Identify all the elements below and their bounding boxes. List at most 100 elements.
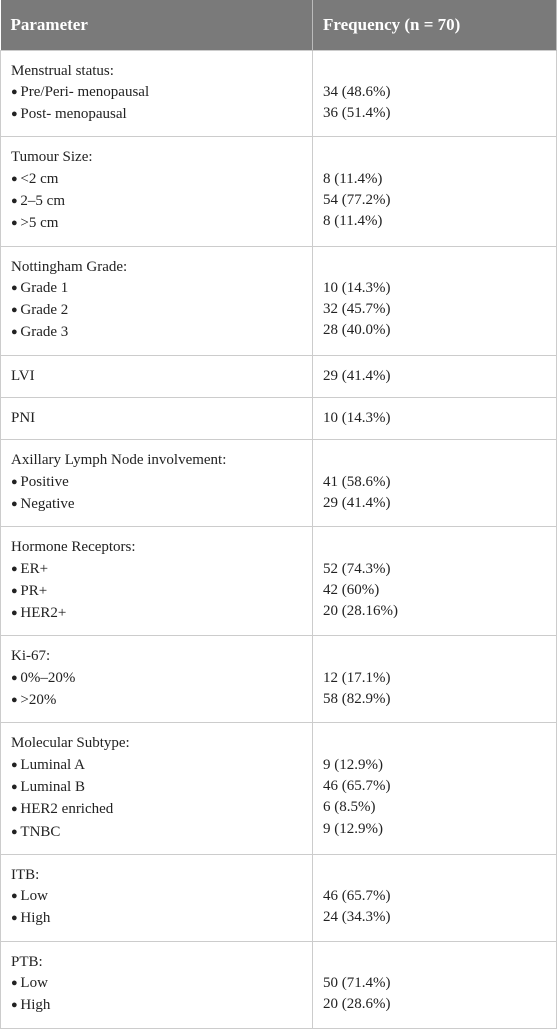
spacer xyxy=(323,646,546,667)
group-label: PNI xyxy=(11,410,36,427)
frequency-cell: 50 (71.4%) 20 (28.6%) xyxy=(312,940,557,1029)
item-value: 8 (11.4%) xyxy=(323,213,383,230)
item-label: HER2 enriched xyxy=(11,799,302,821)
frequency-cell: 10 (14.3%) 32 (45.7%) 28 (40.0%) xyxy=(312,245,557,356)
group-row: Menstrual status: Pre/Peri- menopausalPos… xyxy=(0,49,557,138)
group-value: 29 (41.4%) xyxy=(323,367,391,384)
spacer xyxy=(323,257,546,278)
item-value: 20 (28.16%) xyxy=(323,603,398,620)
group-label: PTB: xyxy=(11,953,43,970)
item-label: Post- menopausal xyxy=(11,104,302,126)
item-value: 52 (74.3%) xyxy=(323,560,391,577)
group-label: Molecular Subtype: xyxy=(11,735,130,752)
parameter-cell: ITB: LowHigh xyxy=(0,853,313,942)
group-label: Ki-67: xyxy=(11,648,51,665)
spacer xyxy=(323,537,546,558)
table-body: Menstrual status:Pre/Peri- menopausalPos… xyxy=(0,49,557,1029)
group-label: ITB: xyxy=(11,866,40,883)
item-label: Pre/Peri- menopausal xyxy=(11,82,302,104)
group-row: ITB: LowHigh 46 (65.7%) 24 (34.3%) xyxy=(0,853,557,942)
group-row: Ki-67: 0%–20%>20% 12 (17.1%) 58 (82.9%) xyxy=(0,635,557,724)
item-label: Luminal A xyxy=(11,755,302,777)
item-label: High xyxy=(11,995,302,1017)
group-label: Nottingham Grade: xyxy=(11,258,128,275)
item-label: Grade 1 xyxy=(11,278,302,300)
item-label: >20% xyxy=(11,690,302,712)
spacer xyxy=(323,61,546,82)
parameter-cell: Menstrual status: Pre/Peri- menopausalPos… xyxy=(0,49,313,138)
item-label: Grade 3 xyxy=(11,322,302,344)
item-value: 50 (71.4%) xyxy=(323,975,391,991)
group-row: Tumour Size: <2 cm2–5 cm>5 cm 8 (11.4%) 54… xyxy=(0,136,557,247)
frequency-cell: 46 (65.7%) 24 (34.3%) xyxy=(312,853,557,942)
item-label: 0%–20% xyxy=(11,668,302,690)
item-value: 58 (82.9%) xyxy=(323,691,391,708)
item-value: 28 (40.0%) xyxy=(323,322,391,339)
item-label: PR+ xyxy=(11,581,302,603)
item-value: 12 (17.1%) xyxy=(323,669,391,686)
group-row: PTB: LowHigh 50 (71.4%) 20 (28.6%) xyxy=(0,940,557,1029)
item-value: 6 (8.5%) xyxy=(323,799,376,816)
group-row: LVI 29 (41.4%) xyxy=(0,354,557,399)
frequency-cell: 34 (48.6%) 36 (51.4%) xyxy=(312,49,557,138)
header-cell: Frequency (n = 70) xyxy=(312,0,557,50)
item-value: 20 (28.6%) xyxy=(323,996,391,1013)
parameter-cell: Tumour Size: <2 cm2–5 cm>5 cm xyxy=(0,136,313,247)
item-value: 24 (34.3%) xyxy=(323,909,391,926)
item-label: Positive xyxy=(11,472,302,494)
group-row: Nottingham Grade: Grade 1Grade 2Grade 3 1… xyxy=(0,245,557,356)
item-value: 41 (58.6%) xyxy=(323,473,391,490)
page: Parameter Frequency (n = 70) Menstrual s… xyxy=(0,0,558,997)
item-label: HER2+ xyxy=(11,603,302,625)
item-value: 29 (41.4%) xyxy=(323,494,391,511)
item-value: 34 (48.6%) xyxy=(323,83,391,100)
spacer xyxy=(323,733,546,754)
spacer xyxy=(323,865,546,886)
group-row: Hormone Receptors: ER+PR+HER2+ 52 (74.3%)… xyxy=(0,526,557,637)
header-row: Parameter Frequency (n = 70) xyxy=(0,0,557,50)
item-value: 8 (11.4%) xyxy=(323,170,383,187)
frequency-cell: 9 (12.9%) 46 (65.7%) 6 (8.5%) 9 (12.9%) xyxy=(312,722,557,855)
group-row: Molecular Subtype: Luminal ALuminal BHER2… xyxy=(0,722,557,855)
item-value: 10 (14.3%) xyxy=(323,279,391,296)
item-label: Low xyxy=(11,886,302,908)
group-label: LVI xyxy=(11,367,35,384)
item-value: 42 (60%) xyxy=(323,581,380,598)
parameter-cell: Molecular Subtype: Luminal ALuminal BHER2… xyxy=(0,722,313,855)
group-label: Tumour Size: xyxy=(11,149,93,166)
frequency-cell: 10 (14.3%) xyxy=(312,397,557,441)
item-label: Luminal B xyxy=(11,777,302,799)
item-label: 2–5 cm xyxy=(11,191,302,213)
item-label: <2 cm xyxy=(11,169,302,191)
item-value: 9 (12.9%) xyxy=(323,756,383,773)
item-value: 36 (51.4%) xyxy=(323,105,391,122)
frequency-cell: 8 (11.4%) 54 (77.2%) 8 (11.4%) xyxy=(312,136,557,247)
header-cell: Parameter xyxy=(0,0,313,50)
group-label: Axillary Lymph Node involvement: xyxy=(11,452,227,469)
item-label: TNBC xyxy=(11,822,302,844)
frequency-cell: 41 (58.6%) 29 (41.4%) xyxy=(312,439,557,528)
item-label: ER+ xyxy=(11,559,302,581)
item-label: >5 cm xyxy=(11,213,302,235)
item-label: Negative xyxy=(11,494,302,516)
spacer xyxy=(323,952,546,973)
frequency-cell: 12 (17.1%) 58 (82.9%) xyxy=(312,635,557,724)
spacer xyxy=(323,450,546,471)
item-label: Low xyxy=(11,973,302,995)
frequency-cell: 29 (41.4%) xyxy=(312,354,557,399)
parameter-cell: LVI xyxy=(0,354,313,399)
group-label: Menstrual status: xyxy=(11,62,114,79)
item-value: 32 (45.7%) xyxy=(323,301,391,318)
parameter-cell: Hormone Receptors: ER+PR+HER2+ xyxy=(0,526,313,637)
item-value: 54 (77.2%) xyxy=(323,191,391,208)
spacer xyxy=(323,147,546,168)
parameter-cell: PTB: LowHigh xyxy=(0,940,313,1029)
group-row: Axillary Lymph Node involvement: Positive… xyxy=(0,439,557,528)
item-value: 46 (65.7%) xyxy=(323,888,391,905)
group-label: Hormone Receptors: xyxy=(11,539,136,556)
group-row: PNI 10 (14.3%) xyxy=(0,397,557,441)
parameter-cell: Ki-67: 0%–20%>20% xyxy=(0,635,313,724)
item-label: High xyxy=(11,908,302,930)
parameter-cell: PNI xyxy=(0,397,313,441)
